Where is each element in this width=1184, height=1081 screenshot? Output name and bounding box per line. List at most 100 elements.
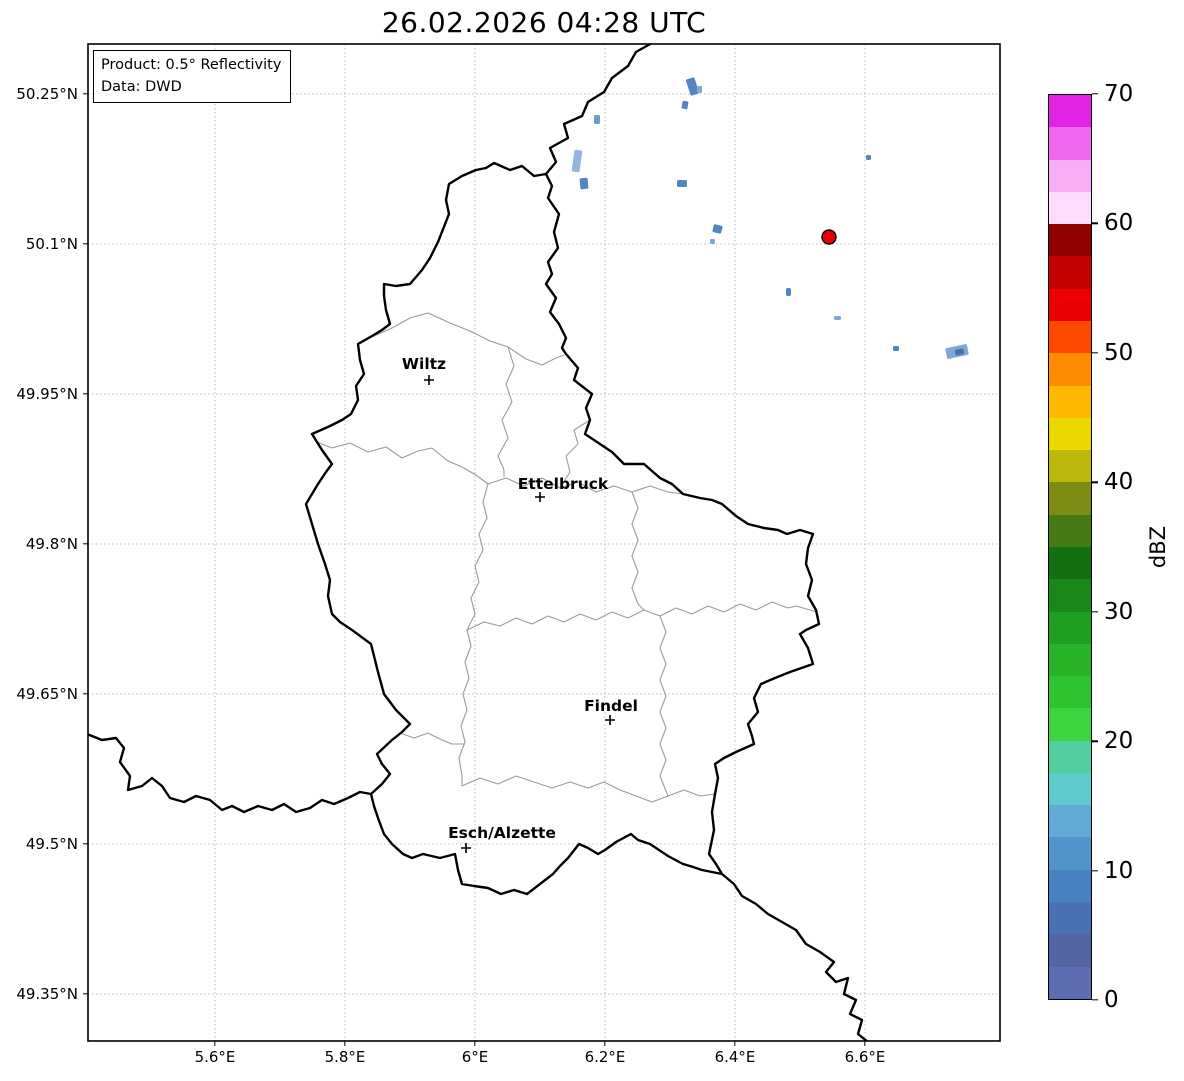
x-tick-mark [734, 1041, 736, 1046]
colorbar-segment [1049, 514, 1091, 547]
radar-echo [954, 348, 965, 356]
colorbar-tick-mark [1092, 352, 1098, 354]
colorbar-segment [1049, 902, 1091, 935]
colorbar-segment [1049, 805, 1091, 838]
info-product-line: Product: 0.5° Reflectivity [101, 57, 282, 73]
city-markers: Wiltz Ettelbruck Findel Esch/Alzette [402, 355, 638, 853]
colorbar-tick-mark [1092, 222, 1098, 225]
colorbar-tick-label: 40 [1104, 469, 1134, 496]
colorbar-segment [1049, 191, 1091, 225]
y-tick-label: 49.35°N [16, 985, 78, 1003]
x-tick-mark [344, 1041, 346, 1046]
x-tick-label: 6°E [461, 1048, 489, 1066]
luxembourg-border [304, 161, 821, 896]
district-border-line [316, 441, 489, 485]
y-tick-mark [83, 543, 88, 545]
colorbar-segment [1049, 95, 1091, 128]
colorbar-tick-mark [1092, 999, 1098, 1001]
city-label: Ettelbruck [518, 475, 609, 493]
radar-echo [571, 149, 583, 173]
storm-marker-group [821, 229, 837, 245]
colorbar-tick-mark [1092, 740, 1098, 742]
radar-echo [893, 346, 899, 351]
colorbar-tick-mark [1092, 481, 1098, 483]
colorbar-segment [1049, 353, 1091, 386]
colorbar-tick-mark [1092, 869, 1098, 872]
colorbar-tick-label: 30 [1104, 598, 1134, 625]
x-tick-label: 5.8°E [324, 1048, 366, 1066]
y-tick-mark [83, 693, 88, 695]
country-borders [88, 44, 869, 1041]
colorbar-segment [1049, 643, 1091, 677]
x-tick-mark [474, 1041, 476, 1046]
radar-echo [712, 224, 723, 234]
x-tick-label: 6.4°E [714, 1048, 756, 1066]
x-tick-mark [604, 1041, 606, 1046]
radar-echoes [571, 77, 969, 359]
colorbar-segment [1049, 869, 1091, 903]
district-border-line [487, 477, 684, 495]
info-box: Product: 0.5° Reflectivity Data: DWD [93, 50, 292, 104]
colorbar-segment [1049, 127, 1091, 160]
district-border-line [559, 419, 591, 489]
district-border-line [399, 732, 464, 745]
plot-title: 26.02.2026 04:28 UTC [381, 6, 707, 39]
y-tick-mark [83, 93, 88, 95]
radar-echo [594, 115, 600, 124]
france-germany-border [720, 872, 869, 1041]
x-tick-label: 6.2°E [584, 1048, 626, 1066]
colorbar-segment [1049, 837, 1091, 870]
x-tick-label: 6.6°E [844, 1048, 886, 1066]
district-border-line [631, 491, 645, 611]
district-border-line [659, 615, 669, 797]
y-tick-label: 49.65°N [16, 685, 78, 703]
district-border-line [466, 601, 818, 631]
colorbar-tick-mark [1092, 611, 1098, 613]
city-label: Esch/Alzette [448, 824, 556, 842]
x-tick-mark [214, 1041, 216, 1046]
colorbar-segment [1049, 579, 1091, 612]
district-borders [316, 312, 818, 803]
radar-echo [681, 100, 689, 110]
y-tick-label: 49.8°N [25, 535, 78, 553]
colorbar-tick-label: 10 [1104, 857, 1134, 884]
radar-echo [579, 177, 589, 190]
y-tick-label: 49.95°N [16, 385, 78, 403]
colorbar-tick-label: 70 [1104, 81, 1134, 107]
radar-echo [685, 77, 700, 96]
colorbar-segment [1049, 288, 1091, 321]
colorbar-segment [1049, 256, 1091, 289]
colorbar-tick-label: 50 [1104, 339, 1134, 366]
colorbar-segment [1049, 772, 1091, 806]
colorbar-segment [1049, 676, 1091, 709]
district-border-line [497, 346, 515, 477]
belgium-germany-border [544, 44, 653, 176]
y-tick-mark [83, 843, 88, 845]
district-border-line [461, 775, 716, 803]
radar-echo [866, 155, 871, 160]
colorbar-segment [1049, 320, 1091, 354]
colorbar-segment [1049, 934, 1091, 967]
colorbar-segment [1049, 450, 1091, 483]
colorbar-segment [1049, 611, 1091, 644]
city-label: Wiltz [402, 355, 446, 373]
colorbar-tick-label: 0 [1104, 987, 1119, 1013]
city-marker [535, 492, 545, 502]
colorbar-unit-label: dBZ [1146, 525, 1170, 569]
city-marker [424, 375, 434, 385]
x-tick-label: 5.6°E [194, 1048, 236, 1066]
colorbar-segment [1049, 708, 1091, 741]
x-tick-mark [864, 1041, 866, 1046]
storm-point-marker [821, 229, 837, 245]
colorbar-segment [1049, 385, 1091, 418]
colorbar-segment [1049, 740, 1091, 773]
colorbar-tick-label: 60 [1104, 210, 1134, 237]
colorbar-tick-label: 20 [1104, 728, 1134, 755]
colorbar-segment [1049, 417, 1091, 451]
colorbar-segment [1049, 966, 1091, 999]
y-tick-label: 50.1°N [25, 235, 78, 253]
y-tick-mark [83, 993, 88, 995]
radar-echo [834, 316, 841, 320]
